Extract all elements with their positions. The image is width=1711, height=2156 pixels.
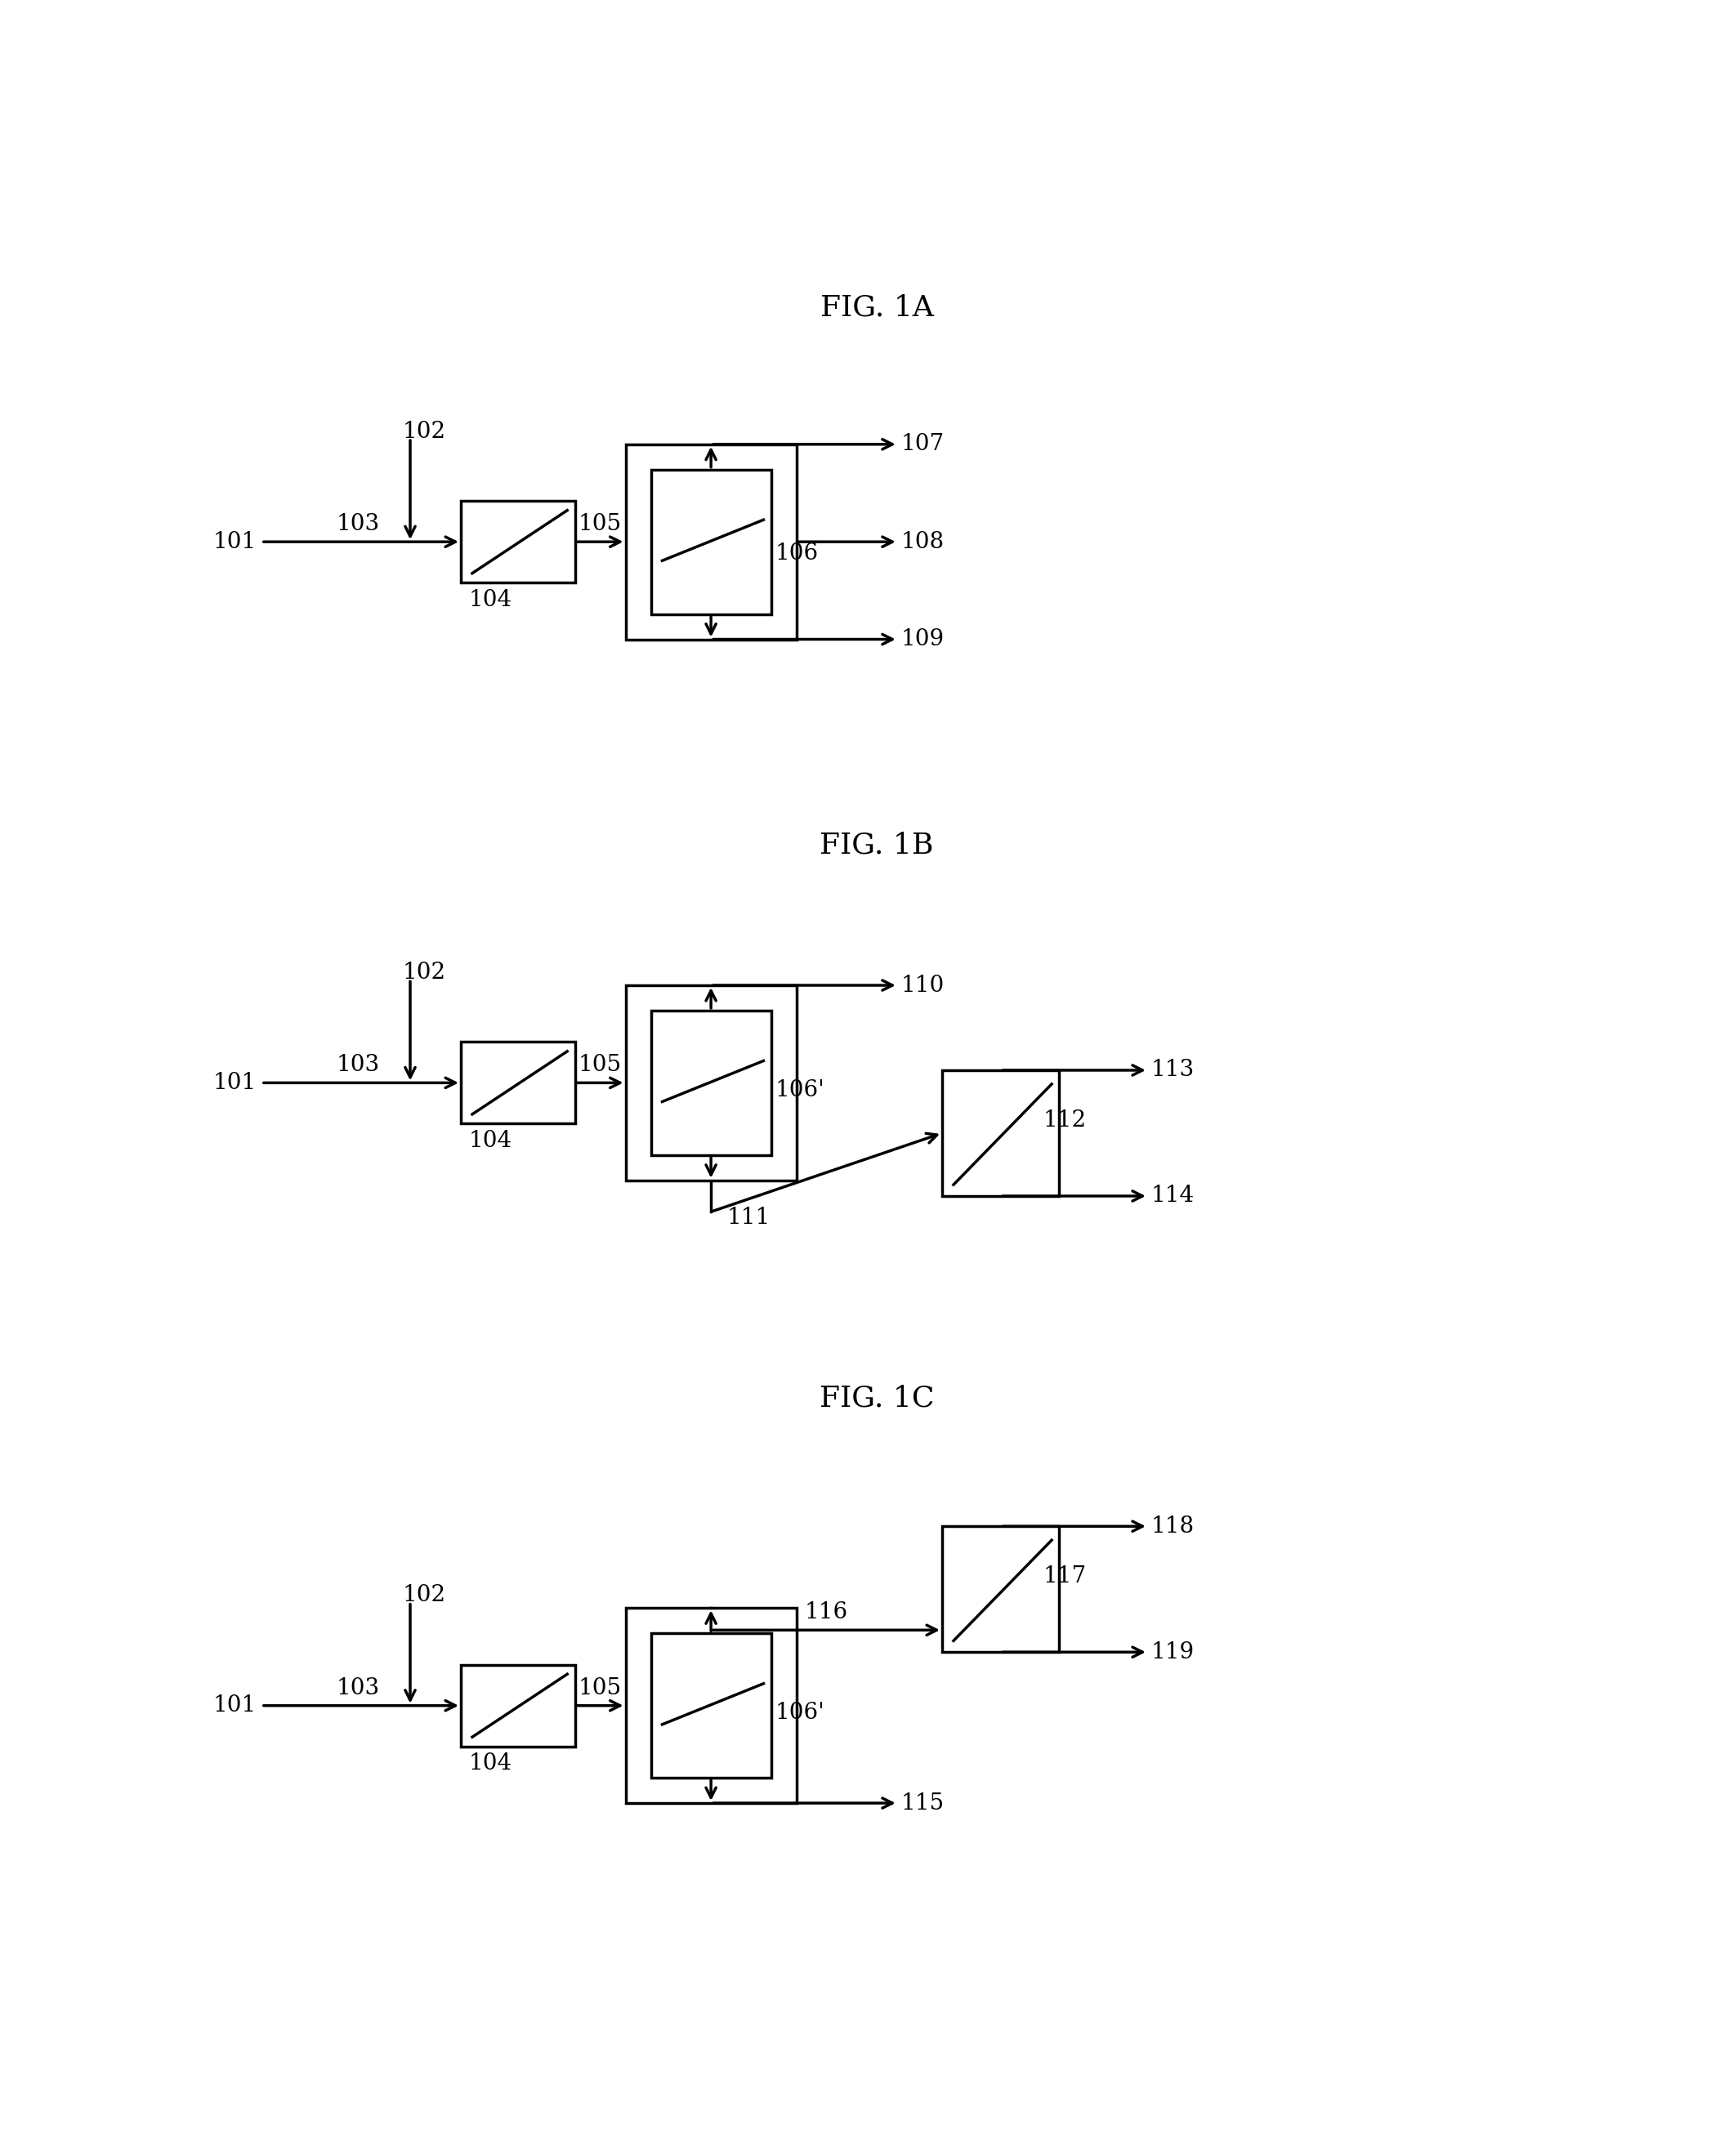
Text: 105: 105 (578, 1054, 621, 1076)
Bar (460, 1664, 575, 1746)
Text: 101: 101 (212, 530, 257, 552)
Text: 103: 103 (335, 1677, 380, 1699)
Text: 105: 105 (578, 513, 621, 535)
Text: 110: 110 (902, 975, 944, 996)
Text: 106: 106 (775, 541, 818, 565)
Text: 102: 102 (402, 1585, 447, 1606)
Text: FIG. 1A: FIG. 1A (820, 293, 934, 321)
Bar (626, 985, 796, 1179)
Text: 111: 111 (727, 1207, 770, 1229)
Text: 112: 112 (1044, 1110, 1086, 1132)
Text: 105: 105 (578, 1677, 621, 1699)
Bar (650, 1634, 772, 1779)
Text: 117: 117 (1044, 1565, 1086, 1587)
Bar (460, 1041, 575, 1123)
Text: 106': 106' (775, 1080, 825, 1102)
Text: 102: 102 (402, 420, 447, 442)
Text: FIG. 1B: FIG. 1B (820, 832, 934, 858)
Bar (650, 1011, 772, 1156)
Bar (460, 500, 575, 582)
Text: 102: 102 (402, 962, 447, 983)
Text: 118: 118 (1152, 1516, 1194, 1537)
Bar (626, 444, 796, 640)
Text: 107: 107 (902, 433, 944, 455)
Text: 108: 108 (902, 530, 944, 552)
Bar (943, 1526, 1059, 1651)
Text: 113: 113 (1152, 1059, 1194, 1082)
Text: 101: 101 (212, 1072, 257, 1093)
Text: 115: 115 (902, 1792, 944, 1813)
Bar (943, 1069, 1059, 1197)
Text: 119: 119 (1152, 1641, 1194, 1662)
Text: 103: 103 (335, 1054, 380, 1076)
Text: 114: 114 (1152, 1186, 1194, 1207)
Text: 104: 104 (469, 589, 512, 610)
Text: FIG. 1C: FIG. 1C (820, 1384, 934, 1412)
Text: 104: 104 (469, 1130, 512, 1151)
Text: 103: 103 (335, 513, 380, 535)
Bar (650, 470, 772, 614)
Text: 106': 106' (775, 1701, 825, 1725)
Bar (626, 1608, 796, 1802)
Text: 101: 101 (212, 1695, 257, 1716)
Text: 116: 116 (804, 1602, 849, 1623)
Text: 104: 104 (469, 1753, 512, 1774)
Text: 109: 109 (902, 627, 944, 651)
